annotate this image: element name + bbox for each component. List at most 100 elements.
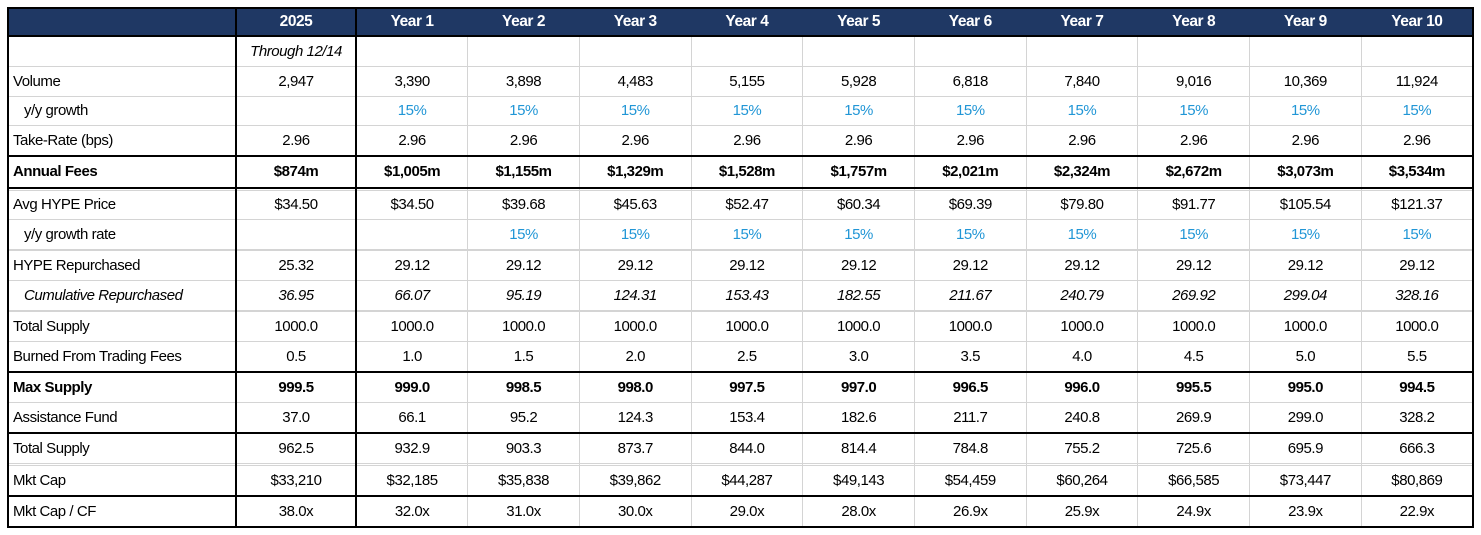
cell[interactable]: $1,155m (467, 155, 580, 189)
cell[interactable]: 29.12 (690, 250, 804, 282)
column-header[interactable]: Year 3 (578, 7, 692, 37)
cell[interactable]: 23.9x (1249, 494, 1362, 529)
row-label[interactable]: Cumulative Repurchased (7, 280, 237, 311)
cell[interactable]: 15% (1137, 219, 1250, 250)
cell[interactable]: 2.96 (1025, 125, 1139, 157)
cell[interactable]: 4.0 (1025, 341, 1139, 373)
cell[interactable]: 998.0 (578, 371, 692, 404)
row-label[interactable]: Annual Fees (7, 155, 237, 189)
cell[interactable]: 36.95 (235, 280, 357, 311)
cell[interactable]: 15% (1249, 95, 1362, 127)
cell[interactable]: $44,287 (690, 464, 804, 497)
column-header[interactable]: Year 4 (690, 7, 804, 37)
cell[interactable]: 15% (802, 95, 915, 127)
cell[interactable]: $66,585 (1137, 464, 1250, 497)
cell[interactable]: 24.9x (1137, 494, 1250, 529)
cell[interactable]: $73,447 (1249, 464, 1362, 497)
cell[interactable]: 66.07 (355, 280, 469, 311)
cell[interactable]: 997.0 (802, 371, 915, 404)
cell[interactable]: $49,143 (802, 464, 915, 497)
cell[interactable]: 15% (1360, 95, 1474, 127)
cell[interactable]: 15% (1249, 219, 1362, 250)
cell[interactable]: $3,073m (1249, 155, 1362, 189)
cell[interactable]: $1,329m (578, 155, 692, 189)
cell[interactable]: 1000.0 (802, 311, 915, 343)
cell[interactable]: 328.16 (1360, 280, 1474, 311)
cell[interactable]: 29.0x (690, 494, 804, 529)
row-label[interactable]: Total Supply (7, 431, 237, 464)
row-label[interactable]: Burned From Trading Fees (7, 341, 237, 373)
cell[interactable]: $32,185 (355, 464, 469, 497)
cell[interactable]: 15% (1025, 95, 1139, 127)
cell[interactable]: 5,155 (690, 65, 804, 97)
cell[interactable]: 10,369 (1249, 65, 1362, 97)
cell[interactable]: 15% (1137, 95, 1250, 127)
cell[interactable] (802, 35, 915, 67)
cell[interactable]: 1.5 (467, 341, 580, 373)
cell[interactable] (1360, 186, 1474, 191)
cell[interactable]: 11,924 (1360, 65, 1474, 97)
cell[interactable]: 37.0 (235, 402, 357, 434)
column-header[interactable]: Year 6 (913, 7, 1027, 37)
cell[interactable]: 269.92 (1137, 280, 1250, 311)
cell[interactable]: 95.19 (467, 280, 580, 311)
cell[interactable] (467, 35, 580, 67)
cell[interactable]: $121.37 (1360, 189, 1474, 221)
cell[interactable]: 29.12 (355, 250, 469, 282)
cell[interactable]: 29.12 (913, 250, 1027, 282)
cell[interactable]: 5.0 (1249, 341, 1362, 373)
cell[interactable]: 2.0 (578, 341, 692, 373)
row-label[interactable]: Take-Rate (bps) (7, 125, 237, 157)
cell[interactable]: $33,210 (235, 464, 357, 497)
column-header[interactable]: Year 10 (1360, 7, 1474, 37)
cell[interactable]: 996.5 (913, 371, 1027, 404)
cell[interactable]: 1000.0 (913, 311, 1027, 343)
cell[interactable]: $34.50 (355, 189, 469, 221)
row-label[interactable]: Avg HYPE Price (7, 189, 237, 221)
cell[interactable]: 5.5 (1360, 341, 1474, 373)
cell[interactable]: 15% (467, 219, 580, 250)
cell[interactable]: 0.5 (235, 341, 357, 373)
cell[interactable]: 994.5 (1360, 371, 1474, 404)
cell[interactable]: 124.3 (578, 402, 692, 434)
cell[interactable]: 2,947 (235, 65, 357, 97)
cell[interactable] (1249, 35, 1362, 67)
cell[interactable]: 269.9 (1137, 402, 1250, 434)
cell[interactable]: 2.96 (1249, 125, 1362, 157)
cell[interactable]: 2.96 (235, 125, 357, 157)
cell[interactable]: $79.80 (1025, 189, 1139, 221)
row-label[interactable] (7, 35, 237, 67)
cell[interactable]: 932.9 (355, 431, 469, 464)
cell[interactable] (355, 219, 469, 250)
cell[interactable]: 6,818 (913, 65, 1027, 97)
cell[interactable]: 124.31 (578, 280, 692, 311)
cell[interactable]: 22.9x (1360, 494, 1474, 529)
column-header[interactable]: Year 1 (355, 7, 469, 37)
cell[interactable] (235, 219, 357, 250)
cell[interactable] (578, 35, 692, 67)
cell[interactable]: 299.0 (1249, 402, 1362, 434)
cell[interactable]: 3.5 (913, 341, 1027, 373)
row-label[interactable]: Assistance Fund (7, 402, 237, 434)
row-label[interactable] (7, 186, 237, 191)
cell[interactable] (1360, 35, 1474, 67)
cell[interactable]: 2.96 (1360, 125, 1474, 157)
cell[interactable] (355, 35, 469, 67)
cell[interactable]: 1000.0 (1137, 311, 1250, 343)
cell[interactable]: 999.0 (355, 371, 469, 404)
cell[interactable] (1137, 35, 1250, 67)
cell[interactable]: Through 12/14 (235, 35, 357, 67)
cell[interactable]: 1000.0 (235, 311, 357, 343)
cell[interactable]: $91.77 (1137, 189, 1250, 221)
corner-header-cell[interactable] (7, 7, 237, 37)
row-label[interactable]: Max Supply (7, 371, 237, 404)
row-label[interactable]: Total Supply (7, 311, 237, 343)
cell[interactable]: 211.7 (913, 402, 1027, 434)
cell[interactable]: 1000.0 (1360, 311, 1474, 343)
cell[interactable]: 29.12 (1249, 250, 1362, 282)
column-header[interactable]: Year 7 (1025, 7, 1139, 37)
cell[interactable]: 3.0 (802, 341, 915, 373)
cell[interactable]: $34.50 (235, 189, 357, 221)
cell[interactable]: 2.96 (1137, 125, 1250, 157)
cell[interactable]: 182.55 (802, 280, 915, 311)
